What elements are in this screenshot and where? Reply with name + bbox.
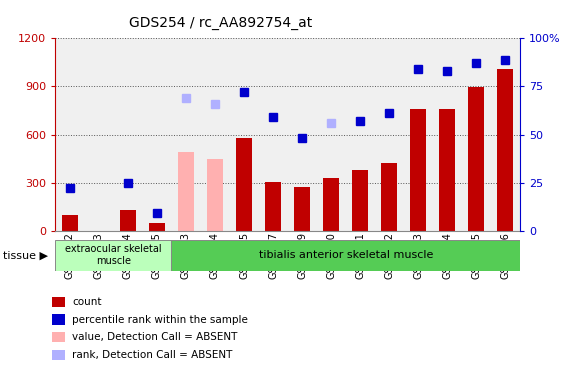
Text: tibialis anterior skeletal muscle: tibialis anterior skeletal muscle [259, 250, 433, 260]
Text: rank, Detection Call = ABSENT: rank, Detection Call = ABSENT [72, 350, 232, 360]
Bar [410, 109, 426, 231]
Bar [178, 152, 194, 231]
Bar [381, 163, 397, 231]
Bar [236, 138, 252, 231]
Bar [207, 158, 223, 231]
Bar [55, 240, 171, 271]
Text: value, Detection Call = ABSENT: value, Detection Call = ABSENT [72, 332, 238, 342]
Bar [294, 187, 310, 231]
Bar [120, 210, 136, 231]
Bar [149, 223, 165, 231]
Text: percentile rank within the sample: percentile rank within the sample [72, 314, 248, 325]
Text: GDS254 / rc_AA892754_at: GDS254 / rc_AA892754_at [129, 16, 313, 30]
Bar [265, 182, 281, 231]
Bar [171, 240, 520, 271]
Text: tissue ▶: tissue ▶ [3, 250, 48, 261]
Bar [497, 69, 514, 231]
Bar [468, 87, 485, 231]
Text: extraocular skeletal
muscle: extraocular skeletal muscle [65, 244, 162, 266]
Bar [62, 214, 78, 231]
Bar [439, 109, 456, 231]
Bar [352, 170, 368, 231]
Text: count: count [72, 297, 102, 307]
Bar [323, 178, 339, 231]
